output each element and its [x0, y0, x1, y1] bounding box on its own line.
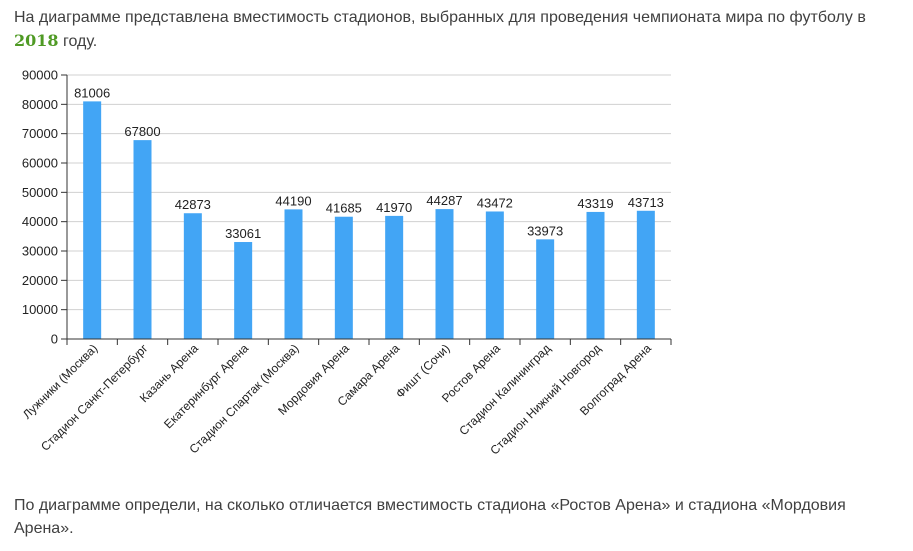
intro-text-after: году.	[58, 33, 98, 50]
data-label: 44190	[275, 193, 311, 208]
data-label: 41685	[326, 201, 362, 216]
bars	[83, 101, 655, 339]
x-axis	[66, 75, 672, 345]
y-tick-label: 80000	[22, 97, 58, 112]
data-label: 44287	[426, 193, 462, 208]
intro-text: На диаграмме представлена вместимость ст…	[14, 6, 909, 53]
data-label: 41970	[376, 200, 412, 215]
y-tick-label: 50000	[22, 185, 58, 200]
bar	[183, 213, 202, 339]
bar	[586, 211, 605, 339]
category-label: Стадион Санкт-Петербург	[38, 341, 151, 454]
y-tick-label: 40000	[22, 214, 58, 229]
bar	[385, 215, 404, 339]
y-tick-label: 20000	[22, 273, 58, 288]
bar	[636, 210, 655, 339]
y-tick-label: 90000	[22, 68, 58, 83]
question-text: По диаграмме определи, на сколько отлича…	[14, 497, 846, 537]
y-tick-label: 0	[51, 332, 58, 347]
data-label: 81006	[74, 85, 110, 100]
intro-year: 2018	[14, 31, 59, 50]
category-label: Стадион Калининград	[456, 341, 553, 438]
bar	[435, 209, 454, 339]
bar	[334, 216, 353, 339]
bar-chart: 0 10000 20000 30000 40000 50000 60000 70000 8000…	[20, 68, 672, 458]
y-tick-label: 70000	[22, 126, 58, 141]
intro-text-before: На диаграмме представлена вместимость ст…	[14, 9, 866, 26]
bar	[234, 242, 253, 339]
data-labels: 81006 67800 42873 33061 44190 41685 41970 44287…	[74, 85, 664, 241]
y-tick-labels: 0 10000 20000 30000 40000 50000 60000 70000 8000…	[22, 68, 58, 347]
bar	[133, 140, 152, 339]
y-tick-label: 60000	[22, 156, 58, 171]
data-label: 43472	[477, 195, 513, 210]
data-label: 33973	[527, 223, 563, 238]
data-label: 43319	[577, 196, 613, 211]
gridlines	[61, 74, 671, 340]
data-label: 33061	[225, 226, 261, 241]
bar	[284, 209, 303, 339]
category-label: Екатеринбург Арена	[161, 341, 251, 431]
data-label: 43713	[628, 195, 664, 210]
category-labels: Лужники (Москва)Стадион Санкт-ПетербургК…	[20, 341, 654, 458]
bar	[536, 239, 555, 339]
data-label: 67800	[124, 124, 160, 139]
bar	[83, 101, 102, 339]
y-tick-label: 10000	[22, 302, 58, 317]
data-label: 42873	[175, 197, 211, 212]
y-tick-label: 30000	[22, 244, 58, 259]
bar	[485, 211, 504, 339]
